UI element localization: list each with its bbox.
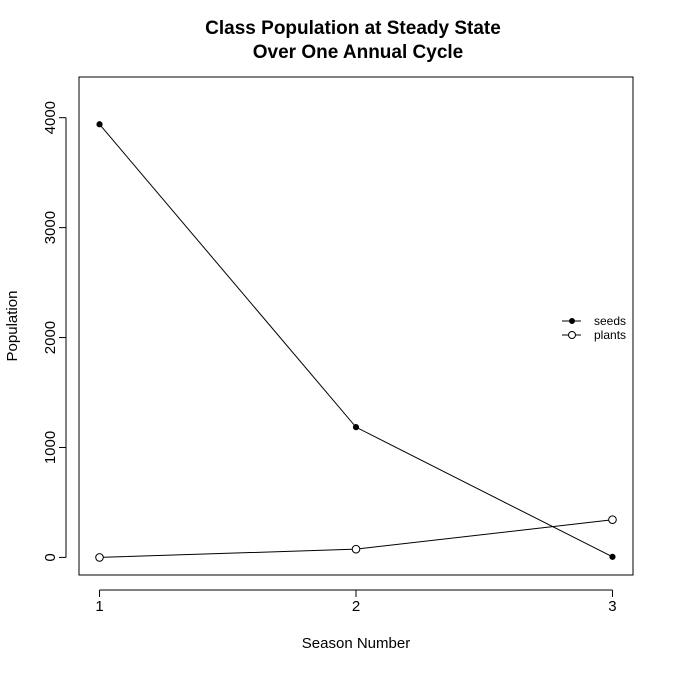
legend-label-plants: plants: [594, 328, 626, 342]
data-point-seeds: [609, 553, 616, 560]
legend-marker-seeds: [569, 318, 575, 324]
y-tick-label: 4000: [42, 101, 59, 134]
data-point-plants: [95, 553, 104, 562]
data-point-seeds: [96, 121, 103, 128]
chart-title-line-1: Class Population at Steady State: [205, 18, 501, 39]
data-point-plants: [351, 544, 361, 554]
y-tick-label: 2000: [42, 321, 59, 354]
series-layer: [95, 121, 617, 562]
y-axis-label: Population: [4, 291, 21, 362]
legend-label-seeds: seeds: [594, 314, 626, 328]
x-tick-label: 1: [95, 598, 103, 615]
y-tick-label: 1000: [42, 431, 59, 464]
y-tick-label: 3000: [42, 211, 59, 244]
legend: seeds plants: [562, 314, 626, 342]
x-tick-label: 3: [608, 598, 616, 615]
legend-marker-plants: [568, 331, 576, 339]
data-point-seeds: [352, 424, 360, 431]
chart-title-line-2: Over One Annual Cycle: [253, 42, 463, 63]
x-axis-label: Season Number: [302, 635, 410, 652]
y-tick-label: 0: [42, 553, 59, 561]
x-axis: 1 2 3: [95, 589, 617, 615]
plot-frame: [78, 76, 634, 576]
x-tick-label: 2: [352, 598, 360, 615]
data-point-plants: [608, 515, 617, 525]
y-axis: 0 1000 2000 3000 4000: [42, 101, 67, 562]
